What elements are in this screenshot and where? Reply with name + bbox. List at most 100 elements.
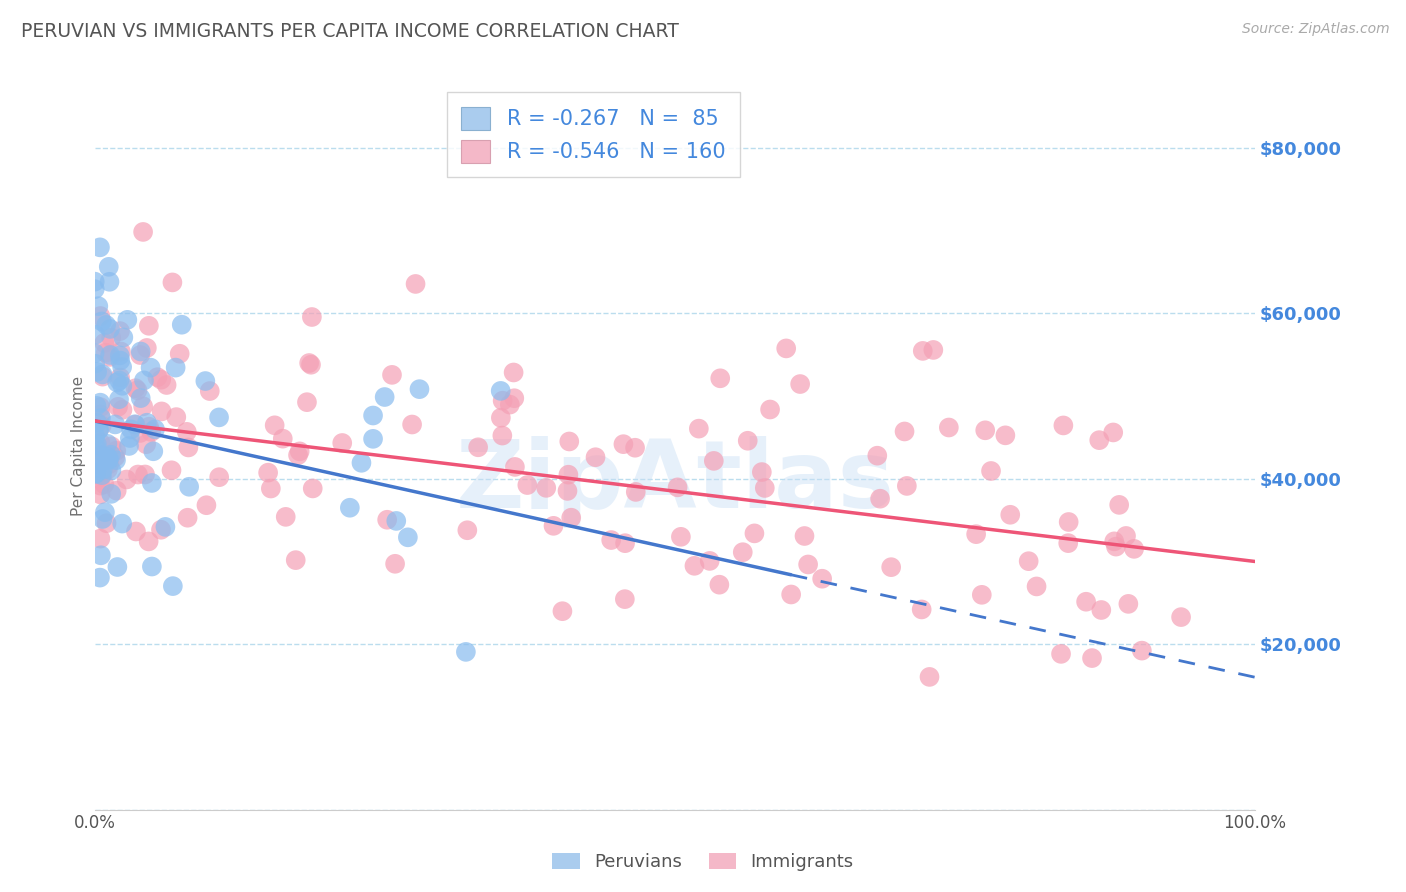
Point	[503, 391, 526, 405]
Point	[89, 395, 111, 409]
Point	[260, 482, 283, 496]
Point	[911, 343, 934, 358]
Point	[111, 402, 134, 417]
Point	[96, 437, 118, 451]
Point	[124, 417, 146, 432]
Point	[108, 324, 131, 338]
Point	[104, 417, 127, 432]
Point	[669, 530, 692, 544]
Point	[869, 491, 891, 506]
Point	[287, 448, 309, 462]
Point	[274, 509, 297, 524]
Point	[489, 410, 512, 425]
Point	[731, 545, 754, 559]
Point	[129, 344, 152, 359]
Point	[124, 417, 146, 432]
Point	[295, 395, 318, 409]
Point	[89, 435, 111, 450]
Point	[1170, 610, 1192, 624]
Point	[105, 376, 128, 390]
Point	[384, 557, 406, 571]
Point	[90, 549, 112, 563]
Point	[489, 384, 512, 398]
Point	[129, 425, 152, 440]
Point	[866, 449, 889, 463]
Point	[108, 370, 131, 384]
Point	[110, 344, 132, 359]
Point	[132, 400, 155, 414]
Point	[124, 381, 146, 395]
Point	[160, 463, 183, 477]
Point	[1074, 595, 1097, 609]
Point	[703, 454, 725, 468]
Point	[156, 378, 179, 392]
Point	[170, 318, 193, 332]
Point	[709, 577, 731, 591]
Point	[396, 530, 419, 544]
Point	[1105, 540, 1128, 554]
Point	[195, 498, 218, 512]
Point	[107, 400, 129, 414]
Point	[558, 434, 581, 449]
Point	[980, 464, 1002, 478]
Point	[97, 462, 120, 476]
Point	[127, 384, 149, 398]
Point	[1057, 536, 1080, 550]
Point	[84, 467, 107, 481]
Point	[146, 370, 169, 384]
Point	[91, 368, 114, 382]
Point	[754, 481, 776, 495]
Point	[98, 350, 121, 364]
Point	[118, 439, 141, 453]
Point	[86, 437, 108, 451]
Point	[974, 423, 997, 437]
Point	[141, 559, 163, 574]
Point	[100, 331, 122, 345]
Point	[87, 423, 110, 437]
Point	[301, 482, 323, 496]
Point	[108, 374, 131, 388]
Point	[150, 373, 173, 387]
Point	[134, 467, 156, 482]
Point	[100, 448, 122, 462]
Point	[503, 459, 526, 474]
Point	[624, 441, 647, 455]
Point	[600, 533, 623, 547]
Point	[143, 422, 166, 436]
Point	[89, 309, 111, 323]
Point	[91, 369, 114, 384]
Point	[1123, 541, 1146, 556]
Point	[1118, 597, 1140, 611]
Point	[138, 534, 160, 549]
Point	[744, 526, 766, 541]
Point	[89, 423, 111, 437]
Point	[91, 512, 114, 526]
Point	[84, 466, 107, 480]
Point	[179, 480, 201, 494]
Point	[1115, 529, 1137, 543]
Point	[135, 341, 157, 355]
Point	[83, 453, 105, 467]
Point	[110, 353, 132, 368]
Point	[93, 477, 115, 491]
Point	[208, 410, 231, 425]
Point	[918, 670, 941, 684]
Point	[176, 510, 198, 524]
Point	[789, 377, 811, 392]
Point	[97, 260, 120, 274]
Point	[84, 327, 107, 342]
Point	[375, 513, 398, 527]
Point	[491, 393, 513, 408]
Legend: R = -0.267   N =  85, R = -0.546   N = 160: R = -0.267 N = 85, R = -0.546 N = 160	[447, 92, 741, 178]
Point	[288, 444, 311, 458]
Point	[83, 275, 105, 289]
Point	[350, 456, 373, 470]
Point	[111, 379, 134, 393]
Point	[94, 505, 117, 519]
Point	[911, 602, 934, 616]
Point	[502, 366, 524, 380]
Point	[613, 592, 636, 607]
Point	[557, 483, 579, 498]
Point	[108, 392, 131, 407]
Point	[499, 398, 522, 412]
